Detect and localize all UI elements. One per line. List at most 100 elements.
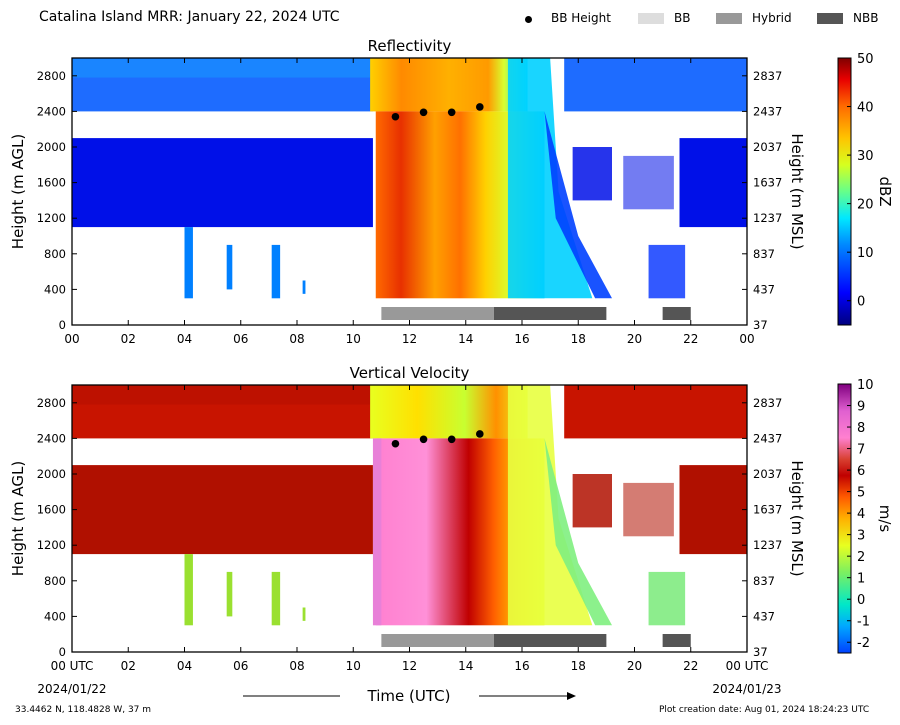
late-low-echo bbox=[648, 244, 686, 299]
fall-streak-2 bbox=[271, 244, 281, 299]
fall-streak-1 bbox=[226, 571, 233, 617]
bb-height-point-3 bbox=[476, 430, 484, 438]
x-tick-label-2: 04 bbox=[177, 659, 192, 673]
y-tick-label-left-0: 0 bbox=[59, 645, 66, 659]
colorbar-label-0: dBZ bbox=[876, 176, 894, 206]
y-tick-label-left-3: 1200 bbox=[37, 538, 66, 552]
middle-echo-layer-left bbox=[72, 465, 373, 555]
x-tick-label-4: 08 bbox=[289, 659, 304, 673]
y-tick-label-right-3: 1237 bbox=[753, 211, 782, 225]
y-tick-label-right-2: 837 bbox=[753, 574, 775, 588]
y-axis-label-right: Height (m MSL) bbox=[788, 133, 806, 249]
y-tick-label-right-6: 2437 bbox=[753, 104, 782, 118]
colorbar-label-1: m/s bbox=[876, 505, 894, 533]
upper-echo-layer-right bbox=[564, 58, 747, 112]
panel-title: Vertical Velocity bbox=[350, 364, 470, 382]
time-arrow-head bbox=[567, 692, 576, 700]
x-tick-label-2: 04 bbox=[177, 332, 192, 346]
fall-streak-0 bbox=[184, 227, 193, 299]
y-tick-label-right-5: 2037 bbox=[753, 140, 782, 154]
creation-date-text: Plot creation date: Aug 01, 2024 18:24:2… bbox=[659, 705, 870, 715]
colorbar-tick-label-1-1: -1 bbox=[857, 615, 870, 630]
x-tick-label-5: 10 bbox=[346, 659, 361, 673]
page-title: Catalina Island MRR: January 22, 2024 UT… bbox=[39, 9, 340, 25]
y-tick-label-left-5: 2000 bbox=[37, 140, 66, 154]
plot-area-1 bbox=[72, 385, 747, 626]
colorbar-tick-label-1-4: 2 bbox=[857, 550, 865, 565]
plot-area-0 bbox=[72, 58, 747, 299]
x-tick-label-8: 16 bbox=[514, 332, 529, 346]
x-tick-label-0: 00 bbox=[64, 332, 79, 346]
legend-label-hybrid: Hybrid bbox=[752, 11, 792, 25]
x-tick-label-1: 02 bbox=[121, 659, 136, 673]
y-tick-label-right-0: 37 bbox=[753, 318, 768, 332]
classification-bar-nbb-1 bbox=[493, 634, 607, 647]
x-tick-label-0: 00 UTC bbox=[51, 659, 94, 673]
y-axis-label: Height (m AGL) bbox=[9, 134, 27, 249]
colorbar-tick-label-0-1: 10 bbox=[857, 246, 874, 261]
echo-fragment-2 bbox=[623, 155, 674, 210]
end-date-label: 2024/01/23 bbox=[712, 682, 781, 696]
x-tick-label-11: 22 bbox=[683, 659, 698, 673]
colorbar-tick-label-1-11: 9 bbox=[857, 400, 865, 415]
middle-echo-layer-left bbox=[72, 138, 373, 228]
colorbar-1 bbox=[837, 383, 852, 654]
x-tick-label-10: 20 bbox=[627, 659, 642, 673]
y-tick-label-left-2: 800 bbox=[44, 574, 66, 588]
y-tick-label-right-4: 1637 bbox=[753, 176, 782, 190]
y-tick-label-left-3: 1200 bbox=[37, 211, 66, 225]
upper-echo-top-band bbox=[72, 385, 373, 405]
fall-streak-1 bbox=[226, 244, 233, 290]
classification-bar-nbb-2 bbox=[662, 307, 691, 320]
colorbar-tick-label-1-8: 6 bbox=[857, 464, 865, 479]
y-tick-label-right-0: 37 bbox=[753, 645, 768, 659]
colorbar-tick-label-0-4: 40 bbox=[857, 101, 874, 116]
legend-swatch-nbb bbox=[817, 13, 843, 24]
y-tick-label-right-4: 1637 bbox=[753, 503, 782, 517]
legend-swatch-bb bbox=[638, 13, 664, 24]
colorbar-tick-label-1-6: 4 bbox=[857, 507, 865, 522]
storm-upper bbox=[370, 58, 528, 112]
y-tick-label-right-2: 837 bbox=[753, 247, 775, 261]
legend-label-nbb: NBB bbox=[853, 11, 879, 25]
fall-streak-3 bbox=[302, 280, 306, 294]
bb-height-point-2 bbox=[447, 435, 456, 444]
colorbar-tick-label-1-2: 0 bbox=[857, 593, 865, 608]
colorbar-tick-label-1-5: 3 bbox=[857, 529, 865, 544]
x-tick-label-7: 14 bbox=[458, 332, 473, 346]
storm-upper bbox=[370, 385, 528, 439]
storm-trailing-fringe bbox=[544, 111, 612, 299]
x-tick-label-8: 16 bbox=[514, 659, 529, 673]
fall-streak-2 bbox=[271, 571, 281, 626]
colorbar-tick-label-0-2: 20 bbox=[857, 198, 874, 213]
middle-echo-layer-right bbox=[679, 138, 747, 228]
fall-streak-0 bbox=[184, 554, 193, 626]
colorbar-tick-label-1-0: -2 bbox=[857, 636, 870, 651]
classification-bar-nbb-1 bbox=[493, 307, 607, 320]
location-text: 33.4462 N, 118.4828 W, 37 m bbox=[15, 705, 152, 715]
colorbar-tick-label-1-10: 8 bbox=[857, 421, 865, 436]
storm-trailing-fringe bbox=[544, 438, 612, 626]
y-tick-label-left-6: 2400 bbox=[37, 104, 66, 118]
start-date-label: 2024/01/22 bbox=[37, 682, 106, 696]
classification-bar-hybrid-0 bbox=[381, 307, 494, 320]
x-tick-label-3: 06 bbox=[233, 659, 248, 673]
y-tick-label-left-0: 0 bbox=[59, 318, 66, 332]
y-tick-label-right-3: 1237 bbox=[753, 538, 782, 552]
legend-label-bb-height: BB Height bbox=[551, 11, 611, 25]
classification-bar-hybrid-0 bbox=[381, 634, 494, 647]
x-tick-label-3: 06 bbox=[233, 332, 248, 346]
x-tick-label-5: 10 bbox=[346, 332, 361, 346]
colorbar-tick-label-1-7: 5 bbox=[857, 486, 865, 501]
y-tick-label-left-6: 2400 bbox=[37, 431, 66, 445]
y-tick-label-right-1: 437 bbox=[753, 609, 775, 623]
bb-height-point-3 bbox=[476, 103, 484, 111]
x-tick-label-10: 20 bbox=[627, 332, 642, 346]
colorbar-tick-label-1-12: 10 bbox=[857, 378, 874, 393]
x-axis-label: Time (UTC) bbox=[367, 687, 451, 705]
x-tick-label-7: 14 bbox=[458, 659, 473, 673]
x-tick-label-1: 02 bbox=[121, 332, 136, 346]
bb-height-point-0 bbox=[391, 112, 400, 121]
